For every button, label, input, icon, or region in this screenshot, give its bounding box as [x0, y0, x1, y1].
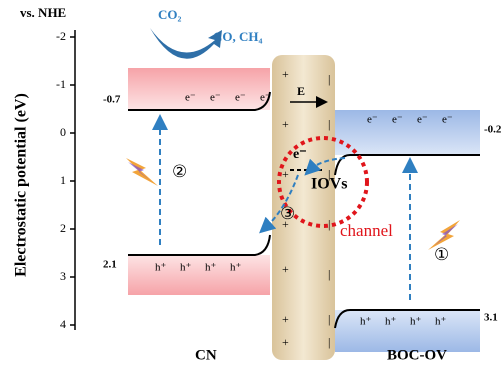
hole: h⁺ [230, 262, 242, 274]
hole: h⁺ [410, 316, 422, 328]
cn-cb [128, 68, 270, 110]
electron: e⁻ [260, 92, 271, 104]
hole: h⁺ [435, 316, 447, 328]
reference: vs. NHE [20, 5, 66, 20]
hole: h⁺ [155, 262, 167, 274]
tick-label: -1 [56, 77, 66, 91]
iov-circle [277, 136, 369, 228]
boc-vb [335, 310, 480, 352]
iov-electron: e⁻ [293, 147, 307, 162]
hole: h⁺ [180, 262, 192, 274]
tick-label: 0 [60, 125, 66, 139]
light-icon [126, 158, 158, 186]
plus-charge: + [282, 167, 289, 181]
plus-charge: + [282, 335, 289, 349]
electron: e⁻ [442, 114, 453, 126]
electron: e⁻ [392, 114, 403, 126]
plus-charge: + [282, 67, 289, 81]
cn-label: CN [195, 347, 217, 363]
field-label: E [297, 84, 305, 98]
transfer-arrow [304, 157, 346, 176]
electron: e⁻ [367, 114, 378, 126]
electron: e⁻ [235, 92, 246, 104]
tick-label: 3 [60, 269, 66, 283]
step-label: ① [434, 245, 449, 264]
interface [272, 55, 335, 360]
hole: h⁺ [205, 262, 217, 274]
boc-cb-potential: -0.2 [484, 124, 501, 136]
hole: h⁺ [360, 316, 372, 328]
cn-vb-potential: 2.1 [103, 259, 117, 271]
tick-label: 1 [60, 173, 66, 187]
electron: e⁻ [417, 114, 428, 126]
boc-vb-edge [334, 309, 480, 329]
iov-label: IOVs [311, 176, 347, 193]
tick-label: 2 [60, 221, 66, 235]
boc-vb-potential: 3.1 [484, 312, 498, 324]
boc-cb [335, 110, 480, 155]
boc-label: BOC-OV [387, 347, 447, 363]
tick-label: 4 [60, 317, 66, 331]
reaction-arrow [150, 28, 222, 59]
electron: e⁻ [185, 92, 196, 104]
minus-charge: | [328, 167, 330, 181]
step-label: ③ [280, 204, 295, 223]
minus-charge: | [328, 312, 330, 326]
minus-charge: | [328, 217, 330, 231]
plus-charge: + [282, 262, 289, 276]
channel-label: channel [340, 221, 393, 240]
cn-cb-edge [128, 91, 271, 111]
boc-cb-edge [334, 154, 480, 176]
products: CO, CH₄ [213, 29, 263, 44]
plus-charge: + [282, 312, 289, 326]
minus-charge: | [328, 267, 330, 281]
cn-vb-edge [128, 234, 271, 256]
axis: -2 -1 0 1 2 3 4 [56, 29, 76, 331]
cn-cb-potential: -0.7 [103, 94, 121, 106]
minus-charge: | [328, 335, 330, 349]
reactant: CO₂ [158, 7, 182, 22]
light-icon [428, 220, 460, 250]
step-label: ② [172, 162, 187, 181]
minus-charge: | [328, 117, 330, 131]
transfer-arrow [259, 174, 299, 234]
plus-charge: + [282, 217, 289, 231]
cn-vb [128, 255, 270, 295]
electron: e⁻ [210, 92, 221, 104]
plus-charge: + [282, 117, 289, 131]
hole: h⁺ [385, 316, 397, 328]
minus-charge: | [328, 72, 330, 86]
tick-label: -2 [56, 29, 66, 43]
axis-label: Electrostatic potential (eV) [13, 93, 30, 277]
